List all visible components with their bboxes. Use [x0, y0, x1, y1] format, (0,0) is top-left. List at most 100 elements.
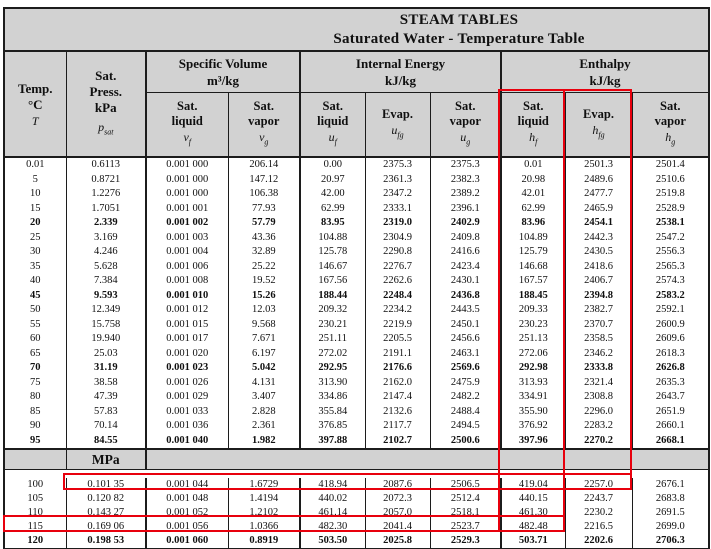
sub-header-uf: Sat. liquid uf [299, 92, 365, 158]
table-cell: 15.26 [227, 288, 300, 303]
table-cell: 4.131 [227, 375, 300, 390]
table-cell: 0.001 003 [145, 230, 228, 245]
table-cell: 0.001 008 [145, 274, 228, 289]
table-cell: 15 [4, 201, 66, 216]
table-cell: 397.96 [500, 433, 565, 449]
table-cell: 2454.1 [564, 216, 632, 231]
table-cell: 376.92 [500, 419, 565, 434]
table-cell: 4.246 [65, 245, 146, 260]
table-cell: 40 [4, 274, 66, 289]
table-cell: 62.99 [299, 201, 365, 216]
table-cell: 0.001 000 [145, 187, 228, 202]
table-cell: 2482.2 [429, 390, 501, 405]
table-cell: 104.88 [299, 230, 365, 245]
table-cell: 2660.1 [631, 419, 710, 434]
table-cell: 0.001 001 [145, 201, 228, 216]
table-cell: 38.58 [65, 375, 146, 390]
table-cell: 70 [4, 361, 66, 376]
table-cell: 125.79 [500, 245, 565, 260]
table-cell: 2489.6 [564, 172, 632, 187]
table-cell: 0.8721 [65, 172, 146, 187]
table-cell: 0.001 052 [145, 506, 228, 520]
table-cell: 503.71 [500, 534, 565, 549]
table-cell: 461.14 [299, 506, 365, 520]
table-cell: 147.12 [227, 172, 300, 187]
table-cell: 2651.9 [631, 404, 710, 419]
table-cell: 2057.0 [364, 506, 430, 520]
table-row: 70 31.19 0.001 023 5.042 292.95 2176.6 2569.6 2… [4, 361, 710, 376]
table-cell: 482.48 [500, 520, 565, 534]
table-cell: 1.7051 [65, 201, 146, 216]
table-cell: 2270.2 [564, 433, 632, 449]
table-cell: 2583.2 [631, 288, 710, 303]
table-cell: 100 [4, 478, 66, 492]
table-cell: 6.197 [227, 346, 300, 361]
table-cell: 20 [4, 216, 66, 231]
table-cell: 2518.1 [429, 506, 501, 520]
table-cell: 1.6729 [227, 478, 300, 492]
table-cell: 60 [4, 332, 66, 347]
table-cell: 2087.6 [364, 478, 430, 492]
group-header-internal-energy: Internal Energy kJ/kg [299, 51, 501, 93]
table-cell: 2409.8 [429, 230, 501, 245]
table-row: 15 1.7051 0.001 001 77.93 62.99 2333.1 2396.1 6… [4, 201, 710, 216]
sub-header-ug: Sat. vapor ug [429, 92, 501, 158]
table-cell: 2333.8 [564, 361, 632, 376]
table-cell: 2290.8 [364, 245, 430, 260]
table-cell: 2072.3 [364, 492, 430, 506]
table-cell: 2216.5 [564, 520, 632, 534]
table-cell: 2347.2 [364, 187, 430, 202]
table-cell: 2296.0 [564, 404, 632, 419]
press-header-label-1: Sat. [95, 68, 117, 84]
table-cell: 0.01 [4, 157, 66, 173]
table-cell: 2117.7 [364, 419, 430, 434]
table-cell: 272.06 [500, 346, 565, 361]
table-cell: 2600.9 [631, 317, 710, 332]
press-header-symbol: psat [98, 120, 114, 137]
table-cell: 2569.6 [429, 361, 501, 376]
table-cell: 9.568 [227, 317, 300, 332]
table-cell: 50 [4, 303, 66, 318]
table-cell: 2510.6 [631, 172, 710, 187]
table-cell: 2394.8 [564, 288, 632, 303]
table-cell: 85 [4, 404, 66, 419]
press-header-unit: kPa [94, 100, 117, 116]
table-cell: 105 [4, 492, 66, 506]
temp-header-label: Temp. [17, 80, 53, 96]
sub-header-ufg: Evap. ufg [364, 92, 430, 158]
table-cell: 251.13 [500, 332, 565, 347]
table-cell: 0.001 029 [145, 390, 228, 405]
unit-band-label: MPa [65, 448, 146, 470]
table-cell: 2501.4 [631, 157, 710, 173]
table-cell: 110 [4, 506, 66, 520]
sub-header-vg: Sat. vapor vg [227, 92, 300, 158]
table-cell: 2668.1 [631, 433, 710, 449]
table-cell: 419.04 [500, 478, 565, 492]
table-cell: 2219.9 [364, 317, 430, 332]
table-cell: 0.101 35 [65, 478, 146, 492]
table-cell: 2691.5 [631, 506, 710, 520]
table-cell: 2618.3 [631, 346, 710, 361]
table-cell: 0.6113 [65, 157, 146, 173]
table-row: 105 0.120 82 0.001 048 1.4194 440.02 2072.3 25… [4, 492, 710, 506]
table-cell: 2.339 [65, 216, 146, 231]
table-cell: 0.001 020 [145, 346, 228, 361]
table-cell: 0.001 006 [145, 259, 228, 274]
table-cell: 12.349 [65, 303, 146, 318]
table-cell: 19.940 [65, 332, 146, 347]
table-cell: 1.0366 [227, 520, 300, 534]
table-cell: 2308.8 [564, 390, 632, 405]
table-cell: 83.95 [299, 216, 365, 231]
table-cell: 376.85 [299, 419, 365, 434]
table-cell: 115 [4, 520, 66, 534]
table-cell: 292.95 [299, 361, 365, 376]
table-cell: 20.97 [299, 172, 365, 187]
table-row: 110 0.143 27 0.001 052 1.2102 461.14 2057.0 25… [4, 506, 710, 520]
table-cell: 355.90 [500, 404, 565, 419]
table-cell: 461.30 [500, 506, 565, 520]
table-cell: 146.68 [500, 259, 565, 274]
table-cell: 2676.1 [631, 478, 710, 492]
table-cell: 2683.8 [631, 492, 710, 506]
table-cell: 10 [4, 187, 66, 202]
table-cell: 2132.6 [364, 404, 430, 419]
